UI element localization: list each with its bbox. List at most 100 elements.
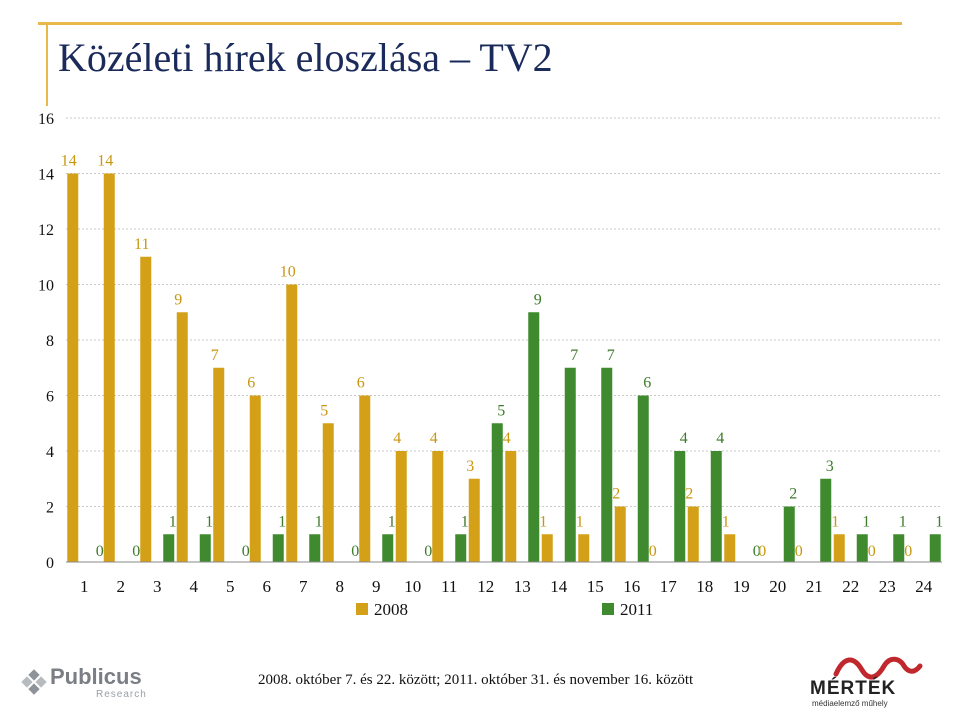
y-tick-label: 10 bbox=[38, 278, 54, 295]
data-label-2008: 4 bbox=[393, 430, 401, 447]
bar-2011 bbox=[199, 534, 211, 562]
bar-2011 bbox=[528, 312, 540, 562]
data-label-2011: 1 bbox=[205, 513, 213, 530]
data-label-2008: 1 bbox=[722, 513, 730, 530]
data-label-2008: 0 bbox=[795, 543, 803, 560]
data-label-2008: 0 bbox=[758, 543, 766, 560]
data-label-2008: 1 bbox=[539, 513, 547, 530]
data-label-2011: 9 bbox=[534, 291, 542, 308]
y-tick-label: 6 bbox=[46, 389, 54, 406]
y-tick-label: 4 bbox=[46, 444, 54, 461]
data-label-2008: 4 bbox=[430, 430, 438, 447]
x-tick-label: 23 bbox=[879, 577, 896, 596]
bar-2011 bbox=[309, 534, 321, 562]
bar-2008 bbox=[395, 451, 407, 562]
data-label-2011: 1 bbox=[315, 513, 323, 530]
bar-chart: 1401401119170611015061404135491717260424… bbox=[38, 111, 943, 619]
data-label-2008: 6 bbox=[247, 375, 255, 392]
data-label-2008: 5 bbox=[320, 402, 328, 419]
data-label-2008: 2 bbox=[612, 486, 620, 503]
bar-2008 bbox=[687, 506, 699, 562]
bar-2008 bbox=[505, 451, 517, 562]
data-label-2008: 0 bbox=[904, 543, 912, 560]
x-tick-label: 6 bbox=[263, 577, 272, 596]
bar-2008 bbox=[833, 534, 845, 562]
x-tick-label: 12 bbox=[477, 577, 494, 596]
legend-label-2011: 2011 bbox=[620, 600, 653, 619]
bar-2008 bbox=[541, 534, 553, 562]
data-label-2011: 6 bbox=[643, 375, 651, 392]
x-tick-label: 13 bbox=[514, 577, 531, 596]
data-label-2011: 0 bbox=[753, 543, 761, 560]
data-label-2011: 0 bbox=[132, 543, 140, 560]
left-accent-line bbox=[46, 22, 48, 106]
data-label-2011: 1 bbox=[899, 513, 907, 530]
chart-title: Közéleti hírek eloszlása – TV2 bbox=[58, 35, 553, 80]
data-label-2011: 4 bbox=[716, 430, 724, 447]
data-label-2011: 1 bbox=[862, 513, 870, 530]
data-label-2011: 3 bbox=[826, 458, 834, 475]
x-tick-label: 8 bbox=[336, 577, 345, 596]
bar-2011 bbox=[710, 451, 722, 562]
data-label-2008: 14 bbox=[97, 153, 113, 170]
mertek-sub: médiaelemző műhely bbox=[812, 699, 888, 708]
x-tick-label: 18 bbox=[696, 577, 713, 596]
legend-label-2008: 2008 bbox=[374, 600, 408, 619]
data-label-2008: 1 bbox=[831, 513, 839, 530]
x-tick-label: 14 bbox=[550, 577, 568, 596]
bar-2008 bbox=[359, 395, 371, 562]
data-label-2011: 1 bbox=[278, 513, 286, 530]
x-tick-label: 20 bbox=[769, 577, 786, 596]
bar-2008 bbox=[468, 478, 480, 562]
data-label-2011: 4 bbox=[680, 430, 688, 447]
data-label-2011: 0 bbox=[242, 543, 250, 560]
data-label-2008: 7 bbox=[211, 347, 219, 364]
bar-2008 bbox=[249, 395, 261, 562]
bar-2011 bbox=[820, 478, 832, 562]
data-label-2008: 1 bbox=[576, 513, 584, 530]
bar-2011 bbox=[382, 534, 394, 562]
x-tick-label: 24 bbox=[915, 577, 933, 596]
x-tick-label: 9 bbox=[372, 577, 381, 596]
data-label-2011: 0 bbox=[96, 543, 104, 560]
y-tick-label: 0 bbox=[46, 555, 54, 572]
bar-2008 bbox=[140, 256, 152, 562]
bar-2011 bbox=[929, 534, 941, 562]
bar-2008 bbox=[578, 534, 590, 562]
data-label-2008: 3 bbox=[466, 458, 474, 475]
y-tick-label: 8 bbox=[46, 333, 54, 350]
data-label-2011: 1 bbox=[935, 513, 943, 530]
x-tick-label: 1 bbox=[80, 577, 89, 596]
data-label-2011: 1 bbox=[388, 513, 396, 530]
publicus-sub: Research bbox=[96, 689, 147, 700]
data-label-2011: 0 bbox=[424, 543, 432, 560]
bar-2011 bbox=[272, 534, 284, 562]
bar-2011 bbox=[783, 506, 795, 562]
bar-2011 bbox=[455, 534, 467, 562]
bar-2011 bbox=[564, 367, 576, 562]
footnote: 2008. október 7. és 22. között; 2011. ok… bbox=[258, 672, 694, 688]
mertek-name: MÉRTÉK bbox=[810, 678, 897, 699]
data-label-2008: 4 bbox=[503, 430, 511, 447]
data-label-2008: 6 bbox=[357, 375, 365, 392]
mertek-logo-icon bbox=[833, 656, 923, 680]
bar-2011 bbox=[637, 395, 649, 562]
x-tick-label: 15 bbox=[587, 577, 604, 596]
data-label-2008: 11 bbox=[134, 236, 149, 253]
x-tick-label: 16 bbox=[623, 577, 640, 596]
x-tick-label: 3 bbox=[153, 577, 162, 596]
bar-2008 bbox=[67, 173, 79, 562]
bar-2008 bbox=[432, 451, 444, 562]
bar-2011 bbox=[601, 367, 613, 562]
bar-2008 bbox=[322, 423, 334, 562]
bar-2011 bbox=[674, 451, 686, 562]
bar-2011 bbox=[856, 534, 868, 562]
data-label-2008: 9 bbox=[174, 291, 182, 308]
bar-2008 bbox=[103, 173, 115, 562]
data-label-2008: 10 bbox=[280, 264, 296, 281]
bar-2011 bbox=[491, 423, 503, 562]
publicus-logo-icon bbox=[21, 669, 47, 695]
x-tick-label: 19 bbox=[733, 577, 750, 596]
bar-2008 bbox=[176, 312, 188, 562]
bar-2011 bbox=[893, 534, 905, 562]
